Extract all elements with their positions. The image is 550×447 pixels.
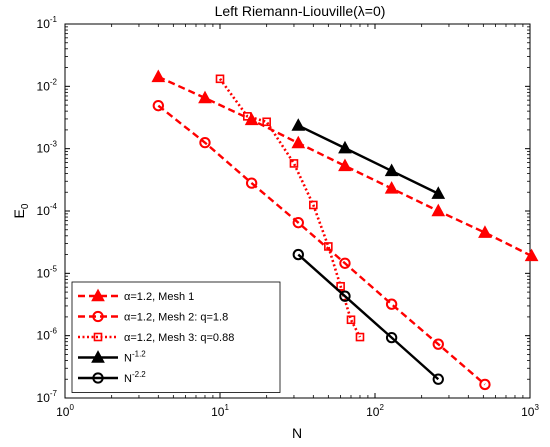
series-5-point [292,248,304,261]
series-1-point [151,69,166,83]
series-3-point [242,112,252,121]
series-3-point [355,332,365,342]
series-1-point [338,158,352,172]
y-axis-label-sub: 0 [20,203,31,209]
series-2-point [385,298,398,310]
legend-entry-label: N-2.2 [124,370,146,385]
series-2-point [339,257,351,269]
series-1-point [384,181,399,194]
series-3-point [289,159,299,168]
series-2-point [199,136,211,149]
series-5-point [432,373,444,385]
series-1-point [291,135,306,149]
series-1-line [157,75,533,258]
y-tick-label: 10-6 [37,327,58,343]
series-3-point [215,74,225,84]
legend-swatch-marker [92,372,104,384]
y-tick-label: 10-3 [37,140,58,156]
series-3-point [262,117,271,127]
series-5-line [297,253,440,381]
x-tick-label: 100 [56,403,74,419]
y-tick-label: 10-1 [37,15,58,31]
series-layer [151,69,539,391]
series-3-point [324,242,333,251]
series-4-point [384,163,399,177]
series-2-point [292,216,304,229]
series-2-point [479,378,491,391]
axis-ticks: 100 101 102 103 10-7 10-6 10-5 10-4 10-3 10-2 10-1 [37,15,540,419]
y-tick-label: 10-7 [37,389,58,405]
series-2-point [432,338,444,350]
series-2 [152,99,491,391]
series-4-line [297,124,439,195]
legend-swatch-marker [91,350,105,363]
legend-entry-label: α=1.2, Mesh 3: q=0.88 [124,332,234,344]
x-axis-label: N [292,425,302,441]
svg-text:E0: E0 [11,203,31,218]
x-tick-label: 102 [366,403,384,419]
series-2-point [245,177,258,189]
chart-title: Left Riemann-Liouville(λ=0) [215,3,386,19]
x-tick-label: 103 [521,403,539,419]
y-axis-label: E0 [11,203,31,218]
series-4-point [338,140,352,154]
y-axis-label-main: E [11,209,27,218]
legend-swatch-marker [91,288,105,302]
legend-entry-label: N-1.2 [124,350,146,365]
series-1-point [431,203,446,217]
y-tick-label: 10-2 [37,77,58,93]
series-5-point [339,290,351,302]
series-1-point [478,225,492,238]
legend-entry-label: α=1.2, Mesh 2: q=1.8 [124,312,228,324]
series-2-line [157,104,486,386]
legend-swatch-marker [92,310,104,323]
legend: α=1.2, Mesh 1 α=1.2, Mesh 2: q=1.8 α=1.2, … [71,281,281,393]
series-1-point [198,90,212,104]
series-2-point [152,99,164,112]
series-3-point [336,281,345,291]
y-tick-label: 10-5 [37,264,58,280]
series-3 [215,74,365,342]
series-3-point [309,200,318,210]
series-3-point [346,315,356,325]
series-1 [151,69,539,262]
x-tick-label: 101 [211,403,229,419]
series-5 [292,248,444,385]
legend-swatch-marker [93,332,103,342]
series-3-line [218,78,362,338]
y-tick-label: 10-4 [37,202,58,218]
series-5-point [385,331,398,344]
series-4-point [431,186,446,199]
series-4 [291,118,446,199]
series-4-point [291,118,306,131]
series-1-point [524,248,539,262]
legend-entry-label: α=1.2, Mesh 1 [124,291,194,303]
